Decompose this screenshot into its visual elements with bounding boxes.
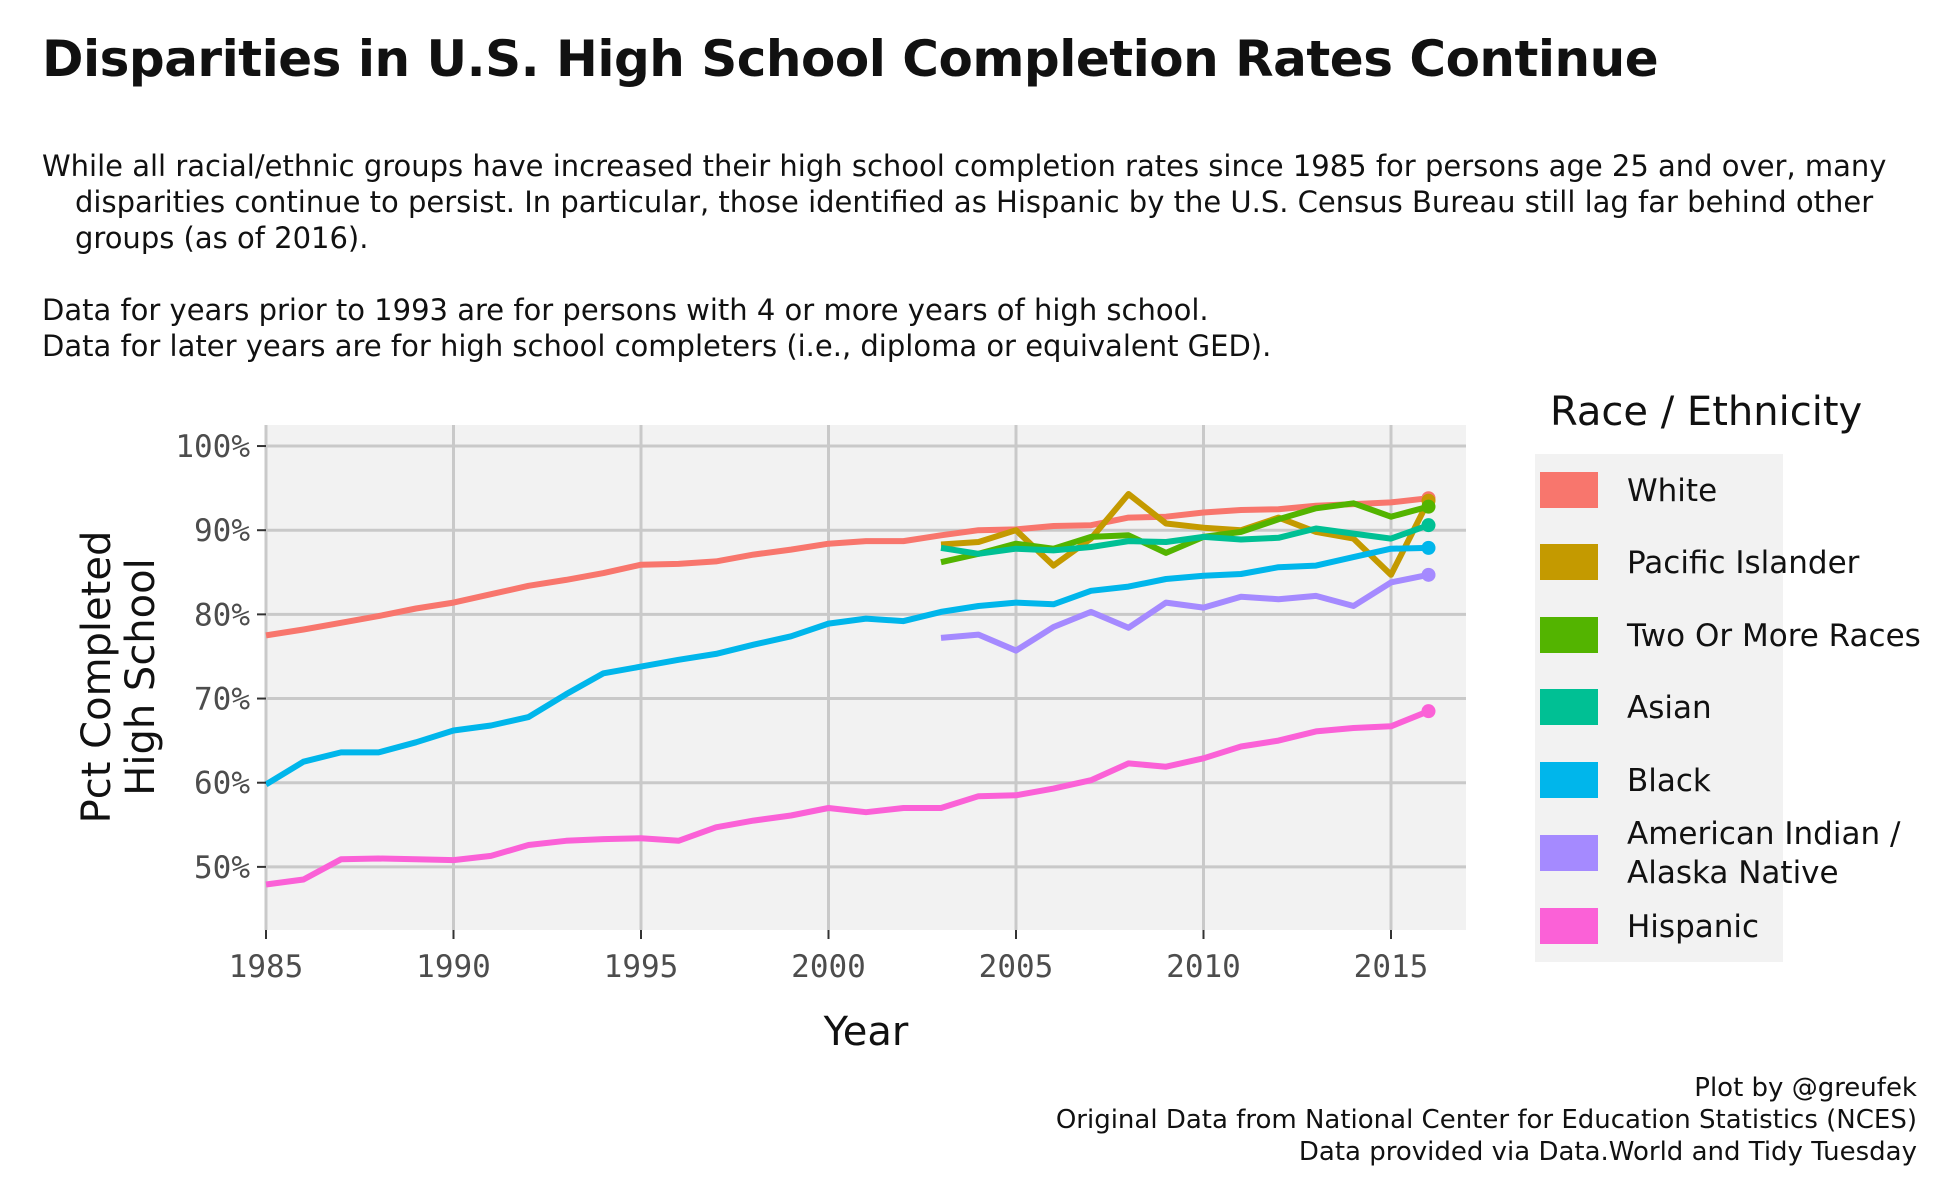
- legend-label-american-indian-alaska-native: American Indian / Alaska Native: [1627, 816, 1901, 891]
- plot-panel: [266, 425, 1466, 930]
- series-lines: [264, 491, 1432, 888]
- legend-swatch-hispanic: [1540, 908, 1598, 944]
- note-line-2: Data for later years are for high school…: [42, 329, 1272, 363]
- series-end-points: [1421, 491, 1436, 719]
- x-axis-label: Year: [823, 1009, 909, 1055]
- legend-label-hispanic: Hispanic: [1627, 909, 1759, 945]
- legend: Race / Ethnicity White Pacific Islander Tw…: [1535, 389, 1921, 962]
- legend-swatch-asian: [1540, 689, 1598, 725]
- chart-caption: Plot by @greufek Original Data from Nati…: [1056, 1072, 1917, 1168]
- y-tick-label: 60%: [194, 766, 250, 802]
- caption-line-3: Data provided via Data.World and Tidy Tu…: [1298, 1137, 1917, 1167]
- end-point-hispanic: [1421, 704, 1436, 719]
- legend-swatch-two-or-more-races: [1540, 617, 1598, 653]
- y-axis-label: Pct CompletedHigh School: [74, 531, 164, 824]
- legend-swatch-pacific-islander: [1540, 544, 1598, 580]
- legend-label-two-or-more-races: Two Or More Races: [1626, 618, 1921, 654]
- end-point-asian: [1421, 518, 1436, 533]
- legend-label-pacific-islander: Pacific Islander: [1627, 545, 1860, 581]
- series-line-black: [264, 544, 1429, 787]
- caption-line-2: Original Data from National Center for E…: [1055, 1105, 1917, 1135]
- series-line-pacific-islander: [940, 491, 1432, 578]
- x-axis: 1985 1990 1995 2000 2005 2010 2015: [229, 930, 1429, 985]
- series-line-american-indian-alaska-native: [940, 571, 1430, 654]
- legend-swatch-black: [1540, 762, 1598, 798]
- caption-line-1: Plot by @greufek: [1694, 1073, 1917, 1103]
- end-point-black: [1421, 540, 1436, 555]
- chart-title: Disparities in U.S. High School Completi…: [42, 30, 1659, 88]
- x-tick-label: 1990: [416, 949, 491, 985]
- end-point-two-or-more-races: [1421, 499, 1436, 514]
- y-tick-label: 70%: [194, 682, 250, 718]
- y-tick-label: 90%: [194, 513, 250, 549]
- x-tick-label: 1985: [229, 949, 304, 985]
- chart-subtitle: While all racial/ethnic groups have incr…: [42, 148, 1922, 364]
- legend-swatch-american-indian-alaska-native: [1540, 835, 1598, 871]
- legend-label-asian: Asian: [1627, 690, 1712, 726]
- subtitle-paragraph: While all racial/ethnic groups have incr…: [42, 149, 1887, 255]
- y-axis: 50% 60% 70% 80% 90% 100%: [175, 429, 266, 886]
- x-tick-label: 1995: [604, 949, 679, 985]
- series-line-hispanic: [265, 708, 1430, 888]
- x-tick-label: 2000: [791, 949, 866, 985]
- grid-lines: [264, 425, 1466, 930]
- end-point-american-indian-alaska-native: [1421, 567, 1436, 582]
- series-line-asian: [940, 522, 1430, 557]
- y-tick-label: 50%: [194, 850, 250, 886]
- x-tick-label: 2005: [979, 949, 1054, 985]
- series-line-two-or-more-races: [940, 500, 1430, 566]
- y-tick-label: 80%: [194, 597, 250, 633]
- legend-label-white: White: [1627, 473, 1717, 509]
- x-tick-label: 2015: [1354, 949, 1429, 985]
- legend-label-black: Black: [1627, 763, 1711, 799]
- note-line-1: Data for years prior to 1993 are for per…: [42, 293, 1209, 327]
- x-tick-label: 2010: [1166, 949, 1241, 985]
- series-line-white: [265, 495, 1429, 639]
- legend-swatch-white: [1540, 472, 1598, 508]
- y-tick-label: 100%: [175, 429, 250, 465]
- legend-title: Race / Ethnicity: [1550, 389, 1862, 435]
